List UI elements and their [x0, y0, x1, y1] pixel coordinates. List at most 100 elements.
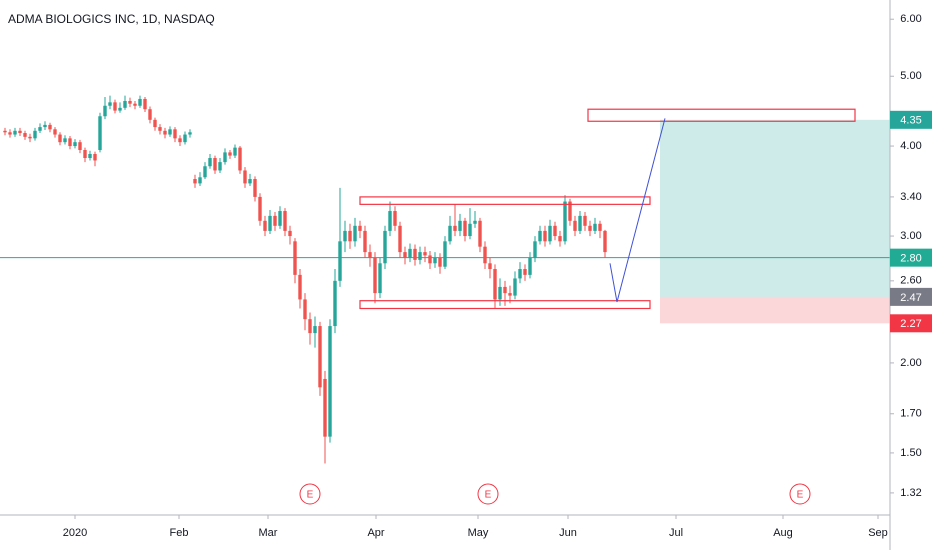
- earnings-marker: [789, 483, 811, 505]
- candle-body: [468, 223, 472, 237]
- chart-title: ADMA BIOLOGICS INC, 1D, NASDAQ: [8, 12, 215, 26]
- candle-body: [263, 220, 267, 231]
- candle-body: [23, 133, 27, 137]
- candle-body: [598, 223, 602, 231]
- candle-body: [548, 225, 552, 242]
- candle-body: [188, 132, 192, 135]
- zone-rect: [587, 108, 856, 122]
- price-tag: [890, 314, 932, 333]
- x-tick-label: May: [468, 527, 489, 539]
- candle-body: [208, 158, 212, 167]
- candle-body: [538, 230, 542, 242]
- candle-body: [423, 252, 427, 256]
- price-tag: [890, 248, 932, 267]
- candle-body: [268, 215, 272, 231]
- candle-body: [438, 257, 442, 267]
- candle-body: [473, 220, 477, 224]
- candle-body: [498, 286, 502, 300]
- candle-body: [398, 225, 402, 253]
- y-tick-label: 2.60: [900, 275, 921, 287]
- candle-body: [163, 130, 167, 135]
- candle-body: [478, 220, 482, 247]
- candle-body: [8, 132, 12, 135]
- x-tick-label: 2020: [63, 527, 87, 539]
- candle-body: [233, 147, 237, 156]
- candle-body: [143, 98, 147, 110]
- candle-body: [283, 211, 287, 231]
- candle-body: [308, 319, 312, 334]
- candle-body: [363, 230, 367, 253]
- candle-body: [353, 225, 357, 242]
- loss-zone: [660, 296, 890, 324]
- zone-rect: [359, 196, 651, 205]
- earnings-label: E: [307, 490, 314, 501]
- candle-body: [503, 286, 507, 294]
- x-tick-label: Aug: [773, 527, 793, 539]
- y-tick-label: 3.00: [900, 230, 921, 242]
- candle-body: [123, 100, 127, 108]
- candle-body: [133, 103, 137, 106]
- candle-body: [303, 299, 307, 320]
- candle-body: [443, 241, 447, 267]
- y-tick-label: 5.00: [900, 70, 921, 82]
- candle-body: [348, 230, 352, 242]
- candle-body: [408, 248, 412, 258]
- candle-body: [508, 293, 512, 296]
- candle-body: [293, 241, 297, 275]
- candle-body: [253, 179, 257, 197]
- candle-body: [318, 326, 322, 388]
- x-tick-label: Apr: [367, 527, 384, 539]
- candle-body: [553, 225, 557, 237]
- candle-body: [58, 134, 62, 143]
- candle-body: [298, 274, 302, 300]
- candle-body: [593, 223, 597, 231]
- candle-body: [128, 100, 132, 104]
- candle-body: [393, 211, 397, 226]
- x-tick-label: Feb: [170, 527, 189, 539]
- earnings-marker: [477, 483, 499, 505]
- candle-body: [203, 166, 207, 178]
- candle-body: [248, 179, 252, 184]
- candle-body: [258, 196, 262, 221]
- candle-body: [458, 220, 462, 231]
- candle-body: [488, 263, 492, 270]
- candle-body: [333, 280, 337, 327]
- candle-body: [13, 130, 17, 135]
- candle-body: [528, 257, 532, 275]
- candle-body: [53, 129, 57, 135]
- candle-body: [418, 252, 422, 260]
- x-tick-label: Sep: [868, 527, 888, 539]
- earnings-label: E: [797, 490, 804, 501]
- candle-body: [228, 152, 232, 156]
- zone-rect: [359, 300, 651, 310]
- candle-body: [238, 147, 242, 171]
- candle-body: [88, 153, 92, 159]
- candle-body: [168, 129, 172, 135]
- y-tick-label: 1.32: [900, 487, 921, 499]
- earnings-label: E: [485, 490, 492, 501]
- candle-body: [428, 255, 432, 264]
- candle-body: [223, 152, 227, 163]
- candle-body: [213, 158, 217, 171]
- price-tag-label: 2.27: [900, 318, 921, 330]
- candle-body: [358, 225, 362, 231]
- candle-body: [568, 201, 572, 221]
- price-tag-label: 2.47: [900, 292, 921, 304]
- candle-body: [78, 142, 82, 150]
- candle-body: [433, 257, 437, 264]
- candle-body: [513, 278, 517, 296]
- y-tick-label: 4.00: [900, 140, 921, 152]
- x-tick-label: Jul: [669, 527, 683, 539]
- candle-body: [518, 269, 522, 279]
- candle-body: [218, 162, 222, 171]
- y-tick-label: 2.00: [900, 357, 921, 369]
- candle-body: [113, 102, 117, 111]
- candle-body: [483, 246, 487, 264]
- candle-body: [448, 225, 452, 242]
- candle-body: [573, 220, 577, 231]
- candle-body: [368, 252, 372, 258]
- price-tag: [890, 287, 932, 306]
- candle-body: [153, 119, 157, 128]
- x-tick-label: Jun: [559, 527, 577, 539]
- candle-body: [388, 211, 392, 231]
